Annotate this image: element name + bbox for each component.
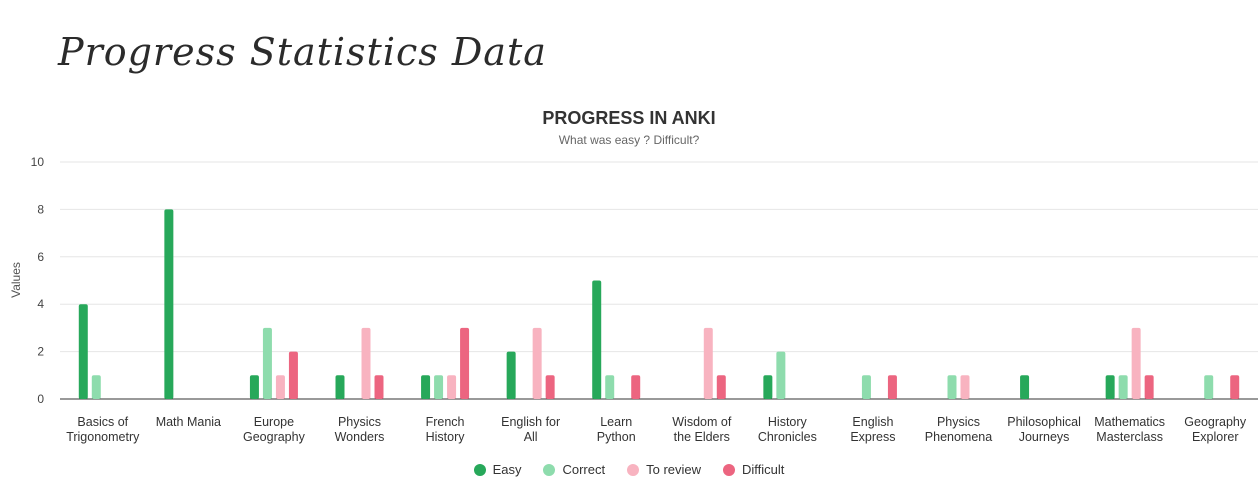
bar-difficult[interactable] <box>460 327 470 399</box>
chart-subtitle: What was easy ? Difficult? <box>558 133 700 147</box>
x-tick-label: Europe Geography <box>243 415 306 444</box>
legend-item-to-review[interactable]: To review <box>627 462 701 477</box>
legend-item-easy[interactable]: Easy <box>473 462 522 477</box>
y-axis-label: Values <box>9 262 23 298</box>
x-tick-label: English for All <box>501 415 560 444</box>
bar-difficult[interactable] <box>545 375 555 399</box>
bar-easy[interactable] <box>78 304 88 399</box>
x-tick-label: Geography Explorer <box>1184 415 1247 444</box>
chart-legend: Easy Correct To review Difficult <box>0 462 1258 477</box>
y-tick-label: 0 <box>37 392 44 406</box>
bar-to-review[interactable] <box>532 327 542 399</box>
bar-easy[interactable] <box>164 209 174 399</box>
y-axis-ticks: 0 2 4 6 8 10 <box>31 155 45 406</box>
bar-difficult[interactable] <box>716 375 726 399</box>
bar-to-review[interactable] <box>447 375 457 399</box>
x-tick-label: Basics of Trigonometry <box>66 415 140 444</box>
x-tick-label: Physics Wonders <box>335 415 385 444</box>
bar-to-review[interactable] <box>361 327 371 399</box>
x-tick-label: Wisdom of the Elders <box>672 415 732 444</box>
legend-label: Correct <box>562 462 606 477</box>
y-tick-label: 4 <box>37 297 44 311</box>
x-tick-label: Mathematics Masterclass <box>1094 415 1165 444</box>
bar-easy[interactable] <box>1105 375 1115 399</box>
bar-difficult[interactable] <box>1230 375 1240 399</box>
bar-correct[interactable] <box>1118 375 1128 399</box>
legend-label: To review <box>646 462 702 477</box>
bar-correct[interactable] <box>1204 375 1214 399</box>
y-tick-label: 2 <box>37 345 44 359</box>
x-axis-ticks: Basics of Trigonometry Math Mania Europe Geo… <box>66 415 1247 444</box>
legend-dot-icon <box>627 463 640 476</box>
bar-difficult[interactable] <box>631 375 641 399</box>
bar-easy[interactable] <box>249 375 259 399</box>
bar-correct[interactable] <box>605 375 615 399</box>
bar-difficult[interactable] <box>288 351 298 399</box>
bar-easy[interactable] <box>421 375 431 399</box>
bar-to-review[interactable] <box>960 375 970 399</box>
legend-label: Easy <box>492 462 522 477</box>
legend-item-correct[interactable]: Correct <box>543 462 605 477</box>
bar-correct[interactable] <box>262 327 272 399</box>
chart-grid <box>60 161 1258 400</box>
legend-dot-icon <box>473 463 486 476</box>
legend-label: Difficult <box>742 462 785 477</box>
bar-correct[interactable] <box>91 375 101 399</box>
chart-title: PROGRESS IN ANKI <box>542 108 716 128</box>
y-tick-label: 8 <box>37 202 44 216</box>
y-tick-label: 6 <box>37 250 44 264</box>
bar-easy[interactable] <box>763 375 773 399</box>
bar-correct[interactable] <box>776 351 786 399</box>
page-heading: Progress Statistics Data <box>58 30 547 74</box>
bar-difficult[interactable] <box>887 375 897 399</box>
bar-correct[interactable] <box>947 375 957 399</box>
x-tick-label: Math Mania <box>156 415 221 429</box>
bar-to-review[interactable] <box>275 375 285 399</box>
bar-to-review[interactable] <box>1131 327 1141 399</box>
bar-correct[interactable] <box>861 375 871 399</box>
legend-dot-icon <box>543 463 556 476</box>
bar-easy[interactable] <box>335 375 345 399</box>
x-tick-label: Philosophical Journeys <box>1007 415 1081 444</box>
x-tick-label: English Express <box>850 415 895 444</box>
x-tick-label: Physics Phenomena <box>925 415 992 444</box>
bar-to-review[interactable] <box>703 327 713 399</box>
bar-difficult[interactable] <box>1144 375 1154 399</box>
x-tick-label: French History <box>426 415 466 444</box>
x-tick-label: History Chronicles <box>758 415 817 444</box>
bar-correct[interactable] <box>434 375 444 399</box>
bar-easy[interactable] <box>1020 375 1030 399</box>
legend-item-difficult[interactable]: Difficult <box>723 462 784 477</box>
bar-easy[interactable] <box>592 280 602 400</box>
y-tick-label: 10 <box>31 155 45 169</box>
legend-dot-icon <box>723 463 736 476</box>
x-tick-label: Learn Python <box>597 415 636 444</box>
bar-difficult[interactable] <box>374 375 384 399</box>
bar-easy[interactable] <box>506 351 516 399</box>
chart-bars <box>78 209 1240 400</box>
